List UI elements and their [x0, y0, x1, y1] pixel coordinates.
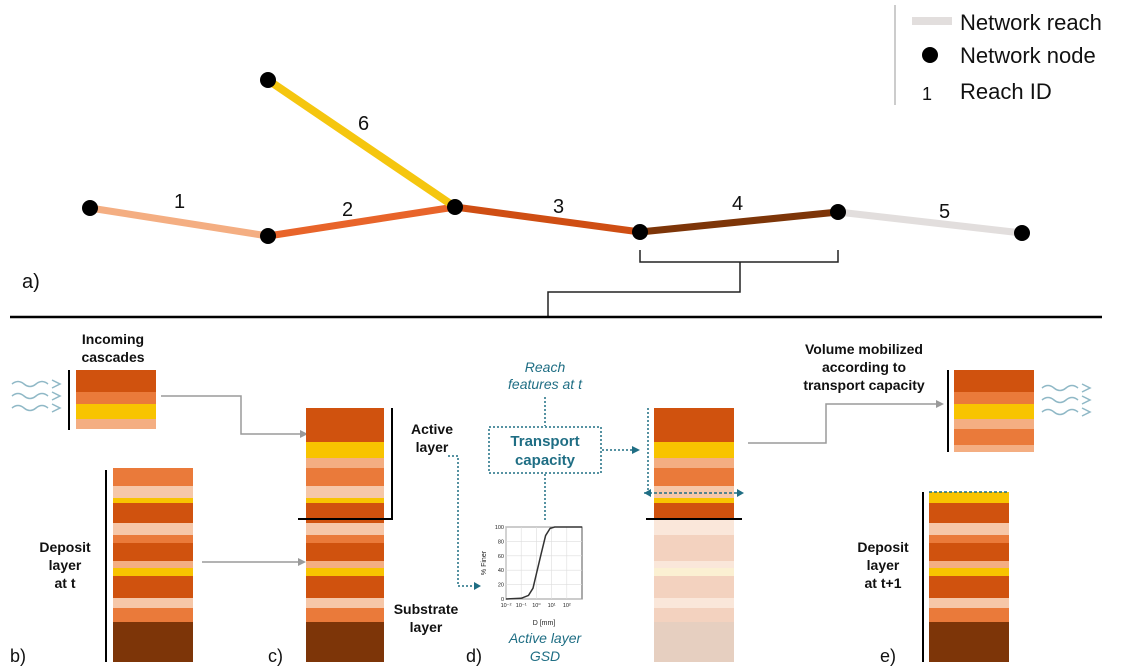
inflow-waves-icon — [11, 379, 62, 413]
incoming-label-line2: cascades — [81, 349, 144, 365]
network-node — [830, 204, 846, 220]
transport-capacity-line1: Transport — [510, 433, 579, 450]
river-network: 1 2 3 4 5 6 a) — [22, 72, 1030, 316]
gsd-x-tick-label: 10⁻¹ — [516, 603, 527, 609]
gsd-curve — [505, 526, 582, 600]
gsd-chart: 0 20 40 60 80 100 10⁻² 10⁻¹ 10⁰ 10¹ 10² % Finer D… — [481, 525, 583, 627]
gsd-ylabel: % Finer — [481, 550, 488, 575]
panel-b: Incoming cascades — [10, 331, 308, 666]
mobilized-line2: according to — [822, 359, 906, 375]
network-node — [447, 199, 463, 215]
deposit-t1-line3: at t+1 — [865, 575, 902, 591]
legend: Network reach Network node 1 Reach ID — [894, 5, 1102, 105]
active-to-gsd-link — [448, 455, 476, 587]
cascade-arrow — [161, 395, 302, 435]
gsd-x-ticks: 10⁻² 10⁻¹ 10⁰ 10¹ 10² — [501, 602, 571, 609]
network-node — [260, 228, 276, 244]
substrate-layer-line2: layer — [410, 619, 443, 635]
mobilized-line3: transport capacity — [803, 377, 925, 393]
legend-reach-label: Network reach — [960, 10, 1102, 35]
reach-1 — [89, 204, 269, 240]
panel-label-a: a) — [22, 271, 40, 293]
mobilized-line1: Volume mobilized — [805, 341, 923, 357]
gsd-xlabel: D [mm] — [533, 620, 556, 627]
reach-id-4: 4 — [732, 193, 743, 215]
deposit-stack-t1 — [929, 492, 1009, 662]
reach-3 — [454, 203, 641, 236]
panel-label-e: e) — [880, 646, 896, 666]
cascade-arrow-head — [300, 430, 308, 438]
reach-id-1: 1 — [174, 191, 185, 213]
outflow-waves-icon — [1041, 383, 1092, 417]
reach-4 — [639, 208, 839, 236]
network-node — [82, 200, 98, 216]
active-layer-line1: Active — [411, 421, 453, 437]
reach-id-5: 5 — [939, 201, 950, 223]
gsd-x-tick-label: 10⁻² — [501, 603, 512, 609]
threshold-arrow-left — [644, 489, 651, 497]
incoming-label-line1: Incoming — [82, 331, 144, 347]
gsd-caption-line1: Active layer — [508, 630, 583, 646]
deposit-stack-t — [113, 468, 193, 662]
capacity-to-stack-arrow-head — [632, 446, 640, 454]
threshold-arrow-right — [737, 489, 744, 497]
reach-4-bracket — [639, 250, 839, 263]
gsd-x-tick-label: 10¹ — [548, 603, 556, 609]
substrate-layer-line1: Substrate — [394, 601, 459, 617]
transport-capacity-box — [488, 426, 602, 474]
legend-id-sample: 1 — [922, 84, 932, 104]
network-node — [632, 224, 648, 240]
panel-e: Volume mobilized according to transport … — [803, 341, 1092, 666]
outgoing-cascade-stack — [954, 370, 1034, 452]
gsd-caption-line2: GSD — [530, 648, 560, 664]
gsd-y-tick-label: 80 — [498, 539, 504, 545]
active-to-gsd-arrow-head — [474, 582, 481, 590]
gsd-y-tick-label: 0 — [501, 597, 504, 603]
reach-id-6: 6 — [358, 113, 369, 135]
gsd-y-tick-label: 100 — [495, 525, 504, 531]
gsd-y-tick-label: 20 — [498, 583, 504, 589]
network-node — [1014, 225, 1030, 241]
legend-id-label: Reach ID — [960, 79, 1052, 104]
incoming-cascade-stack — [76, 370, 156, 429]
bracket-connector — [547, 262, 741, 316]
gsd-y-tick-label: 40 — [498, 568, 504, 574]
legend-node-swatch — [922, 47, 938, 63]
reach-stack-d — [654, 408, 734, 662]
reach-6 — [265, 76, 458, 211]
deposit-t1-line1: Deposit — [857, 539, 909, 555]
gsd-x-tick-label: 10⁰ — [532, 602, 541, 609]
panel-label-c: c) — [268, 646, 283, 666]
panel-label-d: d) — [466, 646, 482, 666]
reach-5 — [837, 208, 1023, 237]
reach-2 — [267, 203, 456, 240]
deposit-t-line1: Deposit — [39, 539, 91, 555]
mobilized-arrow-head — [936, 400, 944, 408]
reach-features-line2: features at t — [508, 376, 583, 392]
gsd-y-tick-label: 60 — [498, 554, 504, 560]
combined-stack-c — [306, 408, 384, 662]
transport-capacity-line2: capacity — [515, 452, 576, 469]
reach-id-3: 3 — [553, 196, 564, 218]
mobilized-arrow — [748, 403, 938, 444]
panel-d: Reach features at t Transport capacity 0… — [466, 359, 944, 666]
panel-c: Active layer Substrate layer c) — [268, 408, 481, 666]
gsd-plot-frame — [505, 526, 583, 600]
gsd-y-ticks: 0 20 40 60 80 100 — [495, 525, 504, 603]
deposit-t-line3: at t — [55, 575, 76, 591]
panel-label-b: b) — [10, 646, 26, 666]
network-node — [260, 72, 276, 88]
legend-node-label: Network node — [960, 43, 1096, 68]
gsd-x-tick-label: 10² — [563, 603, 571, 609]
active-layer-line2: layer — [416, 439, 449, 455]
reach-features-line1: Reach — [525, 359, 566, 375]
deposit-t-line2: layer — [49, 557, 82, 573]
reach-id-2: 2 — [342, 199, 353, 221]
deposit-t1-line2: layer — [867, 557, 900, 573]
deposit-arrow-head — [298, 558, 306, 566]
